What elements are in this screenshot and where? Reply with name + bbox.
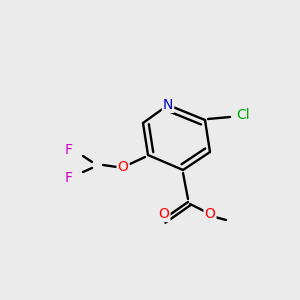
Text: O: O <box>159 207 170 221</box>
Text: F: F <box>65 171 73 185</box>
Text: N: N <box>163 98 173 112</box>
Text: O: O <box>118 160 128 174</box>
Text: Cl: Cl <box>236 108 250 122</box>
Text: F: F <box>65 143 73 157</box>
Text: O: O <box>205 207 215 221</box>
